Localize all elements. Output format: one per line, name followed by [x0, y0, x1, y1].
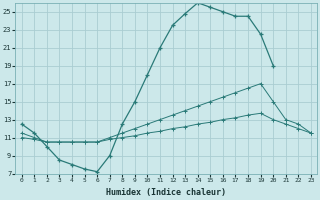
X-axis label: Humidex (Indice chaleur): Humidex (Indice chaleur)	[106, 188, 226, 197]
